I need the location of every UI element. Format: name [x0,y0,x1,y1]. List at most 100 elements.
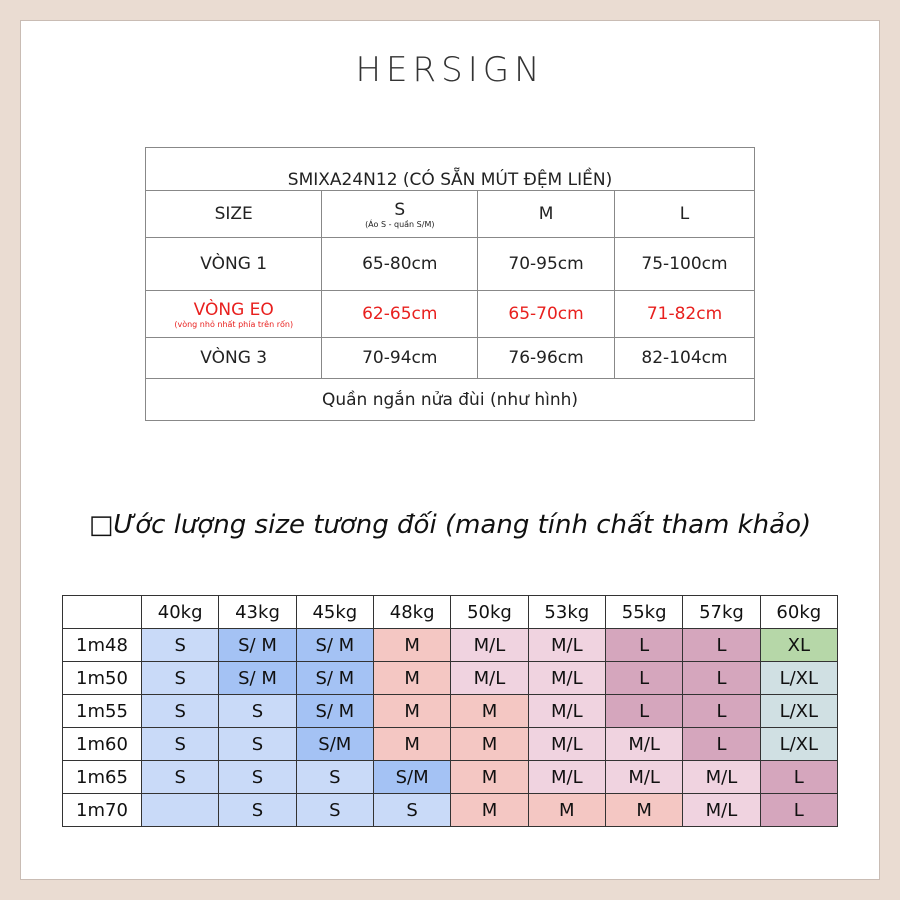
size-name: S [394,199,406,220]
height-label: 1m70 [62,793,142,827]
size-cell: M [450,760,529,794]
weight-header: 57kg [682,595,761,629]
estimate-row: 1m65 S S S S/M M M/L M/L M/L L [62,760,839,794]
row-label: VÒNG EO (vòng nhỏ nhất phía trên rốn) [144,290,323,338]
size-cell: S/ M [295,628,374,662]
size-cell: L [759,793,839,827]
footer-row: Quần ngắn nửa đùi (như hình) [145,378,755,421]
estimate-row: 1m48 S S/ M S/ M M M/L M/L L L XL [62,628,839,662]
estimate-table: 40kg 43kg 45kg 48kg 50kg 53kg 55kg 57kg 60kg 1m48… [62,595,839,827]
size-cell: S/ M [295,661,374,695]
size-cell: L/XL [759,727,839,761]
size-cell: M/L [527,694,606,728]
weight-header: 40kg [140,595,220,629]
size-cell: M/L [527,760,606,794]
estimate-row: 1m60 S S S/M M M M/L M/L L L/XL [62,727,839,761]
size-cell: S/ M [218,661,297,695]
weight-header: 53kg [527,595,606,629]
estimate-row: 1m50 S S/ M S/ M M M/L M/L L L L/XL [62,661,839,695]
size-cell: M [450,727,529,761]
size-cell: XL [759,628,839,662]
size-name: L [679,204,690,224]
measure-value: 76-96cm [477,337,615,379]
weight-header: 60kg [759,595,839,629]
height-label: 1m48 [62,628,142,662]
size-cell: M/L [450,661,529,695]
size-cell: S [140,661,220,695]
size-cell: M/L [527,628,606,662]
measure-value: 65-80cm [321,237,479,291]
size-cell: L [604,628,684,662]
table-title: SMIXA24N12 (CÓ SẴN MÚT ĐỆM LIỀN) [145,147,755,191]
size-cell: S [140,628,220,662]
size-header: M [477,190,615,238]
size-name: M [538,204,554,224]
size-cell: M [372,694,452,728]
size-cell: M/L [682,760,761,794]
weight-header: 45kg [295,595,374,629]
weight-header: 50kg [450,595,529,629]
brand: HERSIGN [355,50,545,90]
measure-value: 71-82cm [613,290,756,338]
size-cell: M [527,793,606,827]
height-label: 1m55 [62,694,142,728]
header-label: SIZE [144,190,323,238]
measure-row: VÒNG EO (vòng nhỏ nhất phía trên rốn) 62-6… [144,290,756,338]
size-cell [140,793,220,827]
size-header: L [613,190,756,238]
measure-value: 75-100cm [613,237,756,291]
header-row: SIZE S (Áo S - quần S/M) M L [144,190,756,238]
size-header: S (Áo S - quần S/M) [321,190,479,238]
size-cell: M/L [450,628,529,662]
size-cell: S [295,760,374,794]
size-cell: S [218,793,297,827]
corner-cell [62,595,142,629]
size-cell: S/M [295,727,374,761]
row-note: (vòng nhỏ nhất phía trên rốn) [174,319,294,329]
size-note: (Áo S - quần S/M) [365,219,435,229]
size-cell: S [218,760,297,794]
height-label: 1m50 [62,661,142,695]
size-cell: L [604,694,684,728]
measure-value: 70-94cm [321,337,479,379]
size-cell: S [140,727,220,761]
weight-header: 48kg [372,595,452,629]
header-row: 40kg 43kg 45kg 48kg 50kg 53kg 55kg 57kg 60kg [62,595,839,629]
measure-value: 70-95cm [477,237,615,291]
size-cell: S/M [372,760,452,794]
row-label: VÒNG 3 [144,337,323,379]
weight-header: 55kg [604,595,684,629]
measure-row: VÒNG 3 70-94cm 76-96cm 82-104cm [144,337,756,379]
size-cell: L [759,760,839,794]
size-cell: S [140,760,220,794]
size-cell: M [604,793,684,827]
row-label: VÒNG 1 [144,237,323,291]
size-cell: L [682,661,761,695]
size-cell: M [450,694,529,728]
heading: □Ước lượng size tương đối (mang tính chấ… [88,510,812,540]
size-cell: S [218,727,297,761]
size-table: SMIXA24N12 (CÓ SẴN MÚT ĐỆM LIỀN) SIZE S (Áo… [144,147,756,421]
size-cell: L/XL [759,661,839,695]
size-cell: L/XL [759,694,839,728]
row: SMIXA24N12 (CÓ SẴN MÚT ĐỆM LIỀN) [145,147,755,191]
size-cell: M/L [682,793,761,827]
size-cell: M [450,793,529,827]
size-cell: S/ M [218,628,297,662]
size-cell: M [372,727,452,761]
size-cell: L [604,661,684,695]
row-label-text: VÒNG 1 [200,254,268,274]
size-cell: S [295,793,374,827]
height-label: 1m65 [62,760,142,794]
size-cell: M/L [527,727,606,761]
row-label-text: VÒNG EO [193,299,274,320]
measure-row: VÒNG 1 65-80cm 70-95cm 75-100cm [144,237,756,291]
weight-header: 43kg [218,595,297,629]
table-footer: Quần ngắn nửa đùi (như hình) [145,378,755,421]
size-cell: M/L [604,727,684,761]
size-cell: M [372,628,452,662]
size-cell: L [682,694,761,728]
size-cell: M/L [604,760,684,794]
estimate-row: 1m70 S S S M M M M/L L [62,793,839,827]
